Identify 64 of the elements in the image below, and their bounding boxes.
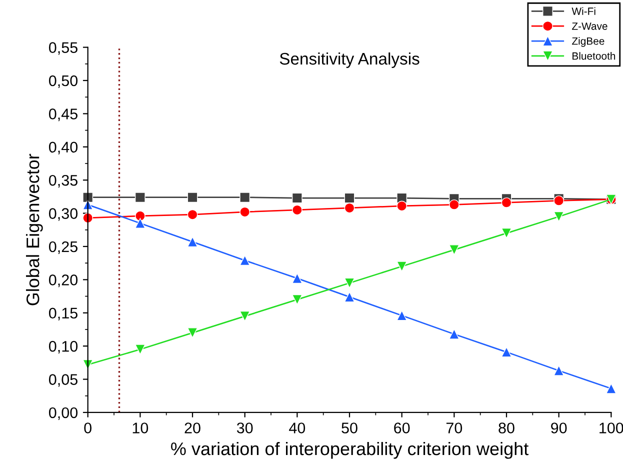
point: [554, 365, 564, 376]
y-tick-label: 0,00: [48, 407, 78, 420]
point: [134, 210, 146, 222]
legend-label: ZigBee: [572, 37, 604, 47]
y-tick-label: 0,45: [48, 108, 78, 122]
y-axis-title: Global Eigenvector: [26, 154, 43, 306]
legend-label: Wi-Fi: [572, 7, 596, 15]
point: [396, 310, 408, 321]
point: [187, 328, 198, 338]
x-tick-label: 60: [394, 422, 410, 434]
point: [187, 209, 198, 220]
x-tick-label: 50: [342, 422, 358, 434]
point: [501, 197, 512, 208]
y-tick-label: 0,25: [48, 241, 78, 254]
point: [292, 294, 302, 305]
point: [134, 344, 146, 355]
x-tick-label: 0: [84, 422, 92, 434]
point: [292, 204, 302, 216]
legend-label: Z-Wave: [572, 22, 608, 30]
x-axis-title: % variation of interoperability criterion weight: [171, 442, 529, 459]
point: [501, 346, 512, 358]
point: [344, 278, 355, 288]
x-tick-label: 10: [132, 422, 148, 434]
y-tick-label: 0,10: [48, 340, 78, 354]
point: [240, 255, 250, 266]
y-tick-label: 0,20: [48, 274, 78, 288]
point: [240, 310, 250, 322]
point: [448, 244, 460, 256]
legend-label: Bluetooth: [572, 52, 616, 60]
y-tick-label: 0,35: [48, 174, 78, 188]
point: [187, 192, 198, 203]
y-tick-label: 0,15: [48, 308, 78, 320]
point: [292, 273, 302, 284]
point: [82, 192, 94, 203]
point: [344, 192, 355, 204]
x-tick-label: 100: [600, 422, 623, 434]
y-tick-label: 0,05: [48, 374, 78, 387]
x-tick-label: 30: [236, 422, 253, 434]
point: [501, 228, 512, 238]
point: [134, 218, 146, 228]
point: [448, 328, 460, 340]
y-tick-label: 0,40: [48, 142, 78, 154]
point: [396, 261, 408, 272]
y-tick-label: 0,50: [48, 75, 78, 88]
point: [344, 292, 355, 302]
point: [396, 200, 408, 212]
point: [240, 192, 250, 203]
x-tick-label: 70: [446, 422, 462, 434]
point: [292, 192, 302, 204]
y-tick-label: 0,55: [48, 42, 78, 55]
x-tick-label: 40: [289, 422, 306, 434]
point: [606, 383, 616, 394]
chart-title: Sensitivity Analysis: [280, 52, 420, 68]
x-tick-label: 20: [184, 422, 200, 434]
point: [82, 212, 94, 224]
x-tick-label: 90: [551, 422, 567, 434]
point: [448, 199, 460, 210]
point: [240, 206, 250, 218]
y-tick-label: 0,30: [48, 208, 78, 221]
point: [344, 202, 355, 214]
point: [554, 211, 564, 222]
point: [187, 236, 198, 248]
x-tick-label: 80: [498, 422, 514, 434]
point: [134, 192, 146, 203]
